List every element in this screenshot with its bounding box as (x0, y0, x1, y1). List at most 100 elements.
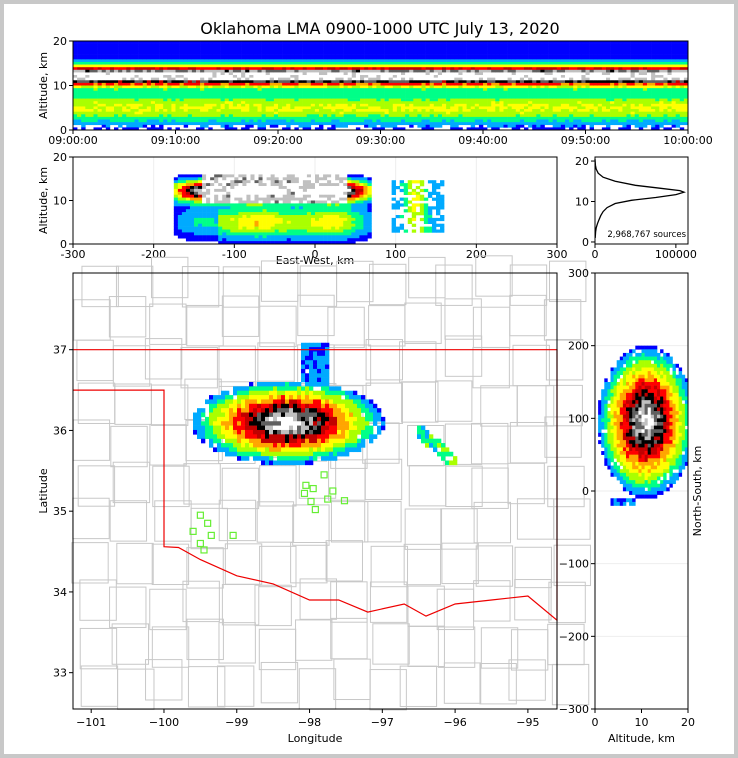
density-cell (146, 95, 152, 99)
density-cell (155, 127, 160, 131)
density-cell (261, 48, 266, 52)
density-cell (343, 111, 348, 115)
density-cell (81, 75, 86, 78)
density-cell (212, 111, 217, 115)
density-cell (425, 51, 430, 55)
density-cell (273, 80, 279, 84)
density-cell (335, 124, 340, 128)
density-cell (380, 106, 385, 110)
density-cell (109, 103, 115, 107)
density-cell (294, 46, 299, 50)
density-cell (101, 54, 107, 58)
density-cell (450, 72, 455, 76)
density-cell (171, 43, 176, 47)
density-cell (610, 93, 615, 97)
density-cell (593, 98, 599, 102)
density-cell (187, 85, 193, 89)
density-cell (146, 90, 152, 94)
density-cell (327, 54, 332, 58)
density-cell (589, 111, 594, 115)
density-cell (384, 122, 389, 126)
density-cell (651, 85, 656, 89)
density-cell (556, 93, 562, 97)
density-cell (81, 116, 86, 120)
density-cell (360, 41, 365, 44)
density-cell (216, 77, 221, 81)
density-cell (487, 77, 492, 81)
density-cell (319, 103, 324, 107)
density-cell (655, 124, 660, 128)
density-cell (364, 48, 369, 52)
density-cell (433, 77, 439, 81)
density-cell (503, 41, 508, 44)
density-cell (606, 67, 611, 71)
density-cell (499, 116, 504, 120)
density-cell (319, 41, 324, 44)
density-cell (446, 46, 451, 50)
density-cell (552, 48, 558, 52)
density-cell (97, 93, 102, 97)
density-cell (232, 64, 238, 68)
density-cell (450, 82, 455, 86)
density-cell (606, 75, 611, 78)
density-cell (683, 48, 689, 52)
density-cell (618, 67, 623, 71)
density-cell (323, 114, 328, 118)
density-cell (228, 51, 234, 55)
density-cell (200, 48, 205, 52)
density-cell (544, 114, 549, 118)
density-cell (622, 41, 627, 44)
density-cell (347, 54, 353, 58)
density-cell (171, 93, 176, 97)
density-cell (187, 82, 193, 86)
density-cell (105, 114, 111, 118)
density-cell (659, 64, 664, 68)
density-cell (610, 48, 615, 52)
density-cell (610, 111, 615, 115)
density-cell (651, 51, 656, 55)
density-cell (388, 75, 394, 78)
density-cell (651, 124, 656, 128)
density-cell (532, 43, 537, 47)
density-cell (245, 124, 250, 128)
density-cell (532, 80, 537, 84)
density-cell (396, 90, 402, 94)
density-cell (335, 80, 340, 84)
density-cell (93, 82, 98, 86)
density-cell (319, 80, 324, 84)
density-cell (556, 106, 562, 110)
density-cell (339, 90, 344, 94)
density-cell (208, 93, 213, 97)
density-cell (442, 119, 447, 123)
density-cell (355, 48, 361, 52)
density-cell (134, 72, 139, 76)
density-cell (380, 48, 385, 52)
density-cell (187, 93, 193, 97)
density-cell (462, 64, 467, 68)
density-cell (589, 101, 594, 105)
density-cell (647, 109, 652, 112)
density-cell (483, 56, 488, 60)
density-cell (499, 59, 504, 63)
density-cell (601, 56, 607, 60)
density-cell (663, 127, 668, 131)
density-cell (335, 98, 340, 102)
density-cell (89, 98, 94, 102)
density-cell (101, 43, 107, 47)
density-cell (286, 111, 291, 115)
density-cell (97, 127, 102, 131)
density-cell (536, 75, 541, 78)
density-cell (183, 77, 189, 81)
density-cell (442, 114, 447, 118)
density-cell (85, 82, 90, 86)
density-cell (261, 127, 266, 131)
density-cell (589, 116, 594, 120)
density-cell (89, 93, 94, 97)
density-cell (495, 109, 500, 112)
density-cell (462, 46, 467, 50)
density-cell (433, 75, 439, 78)
density-cell (134, 82, 139, 86)
density-cell (593, 85, 599, 89)
density-cell (114, 106, 119, 110)
density-cell (474, 43, 480, 47)
